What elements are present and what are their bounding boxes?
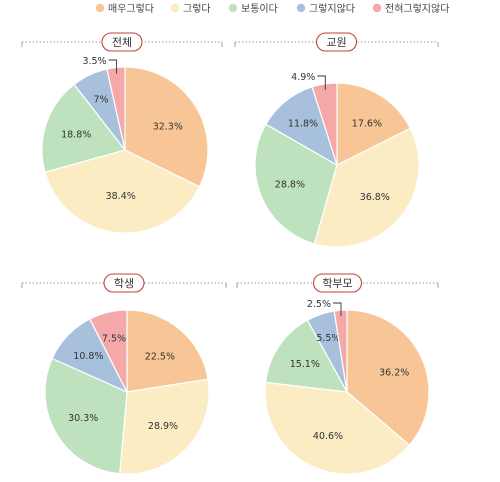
pie-panel: 학부모 36.2% 40.6% 15.1% 5.5% 2.5% [236,273,439,475]
slice-label: 38.4% [106,191,136,202]
panel-title-pill [101,32,143,52]
pie-slice [254,123,338,245]
slice-label: 17.6% [352,119,382,130]
slice-label: 28.9% [148,421,178,432]
pie-slice [264,319,349,393]
pie-panel: 학생 22.5% 28.9% 30.3% 10.8% 7.5% [21,273,227,475]
legend-swatch [296,3,306,13]
panel-title: 학생 [114,277,134,290]
slice-label: 4.9% [291,72,315,83]
slice-label: 15.1% [290,359,320,370]
slice-label: 3.5% [82,56,106,67]
legend-swatch [95,3,105,13]
slice-label: 22.5% [145,351,175,362]
pie-slice [126,309,209,393]
chart-legend: 매우그렇다 그렇다 보통이다 그렇지않다 전혀그렇지않다 [95,2,449,15]
chart-panels: 전체 32.3% 38.4% 18.8% 7% 3.5% 교원 17.6% 36.8% 28.8%… [21,32,439,475]
slice-label: 11.8% [288,118,318,129]
pie-slice [264,381,411,475]
legend-label: 그렇지않다 [309,2,355,15]
pie-panel: 교원 17.6% 36.8% 28.8% 11.8% 4.9% [234,32,439,248]
pie-slice [44,357,128,475]
slice-label: 40.6% [313,431,343,442]
panel-title-pill [312,273,363,293]
legend-swatch [170,3,180,13]
pie-slice [311,82,338,166]
label-leader-line [333,302,342,317]
pie-slice [336,82,412,166]
panel-title: 전체 [112,36,132,49]
slice-label: 7% [93,94,108,105]
panel-title-pill [315,32,358,52]
legend-label: 보통이다 [241,3,278,15]
slice-label: 10.8% [73,351,103,362]
legend-label: 매우그렇다 [108,2,154,15]
legend-label: 전혀그렇지않다 [385,2,449,15]
slice-label: 28.8% [275,180,305,191]
pie-slice [313,127,420,248]
slice-label: 36.8% [360,192,390,203]
slice-label: 7.5% [102,333,126,344]
pie-panel: 전체 32.3% 38.4% 18.8% 7% 3.5% [21,32,223,234]
legend-label: 그렇다 [183,2,211,15]
label-leader-line [108,59,118,74]
legend-swatch [228,3,238,13]
pie-slice [44,149,201,234]
label-leader-line [317,75,326,90]
slice-label: 2.5% [307,299,331,310]
panel-title: 교원 [326,36,346,49]
pie-slice [265,86,339,167]
pie-slice [346,309,430,447]
slice-label: 32.3% [153,121,183,132]
pie-slice [88,309,128,393]
pie-slice [106,66,126,151]
pie-slice [41,83,127,173]
panel-title: 학부모 [322,277,352,290]
slice-label: 36.2% [379,368,409,379]
panel-title-pill [103,273,145,293]
legend-swatch [372,3,382,13]
pie-slice [119,378,210,475]
slice-label: 30.3% [68,413,98,424]
slice-label: 18.8% [61,129,91,140]
pie-slice [124,66,209,188]
slice-label: 5.5% [316,333,340,344]
